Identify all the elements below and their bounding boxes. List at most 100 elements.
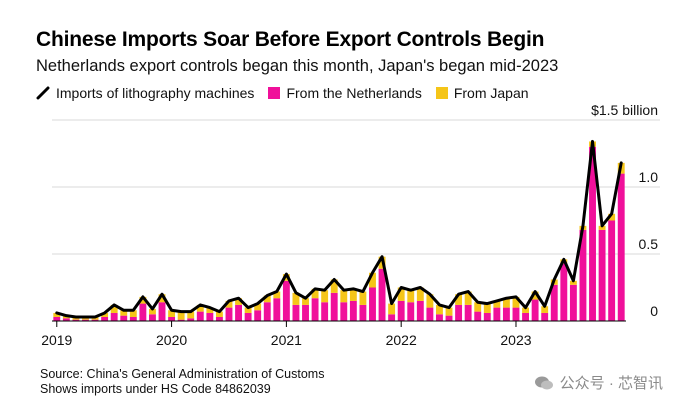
bar-japan [187, 311, 195, 319]
bar-netherlands [617, 173, 625, 321]
bar-netherlands [91, 319, 99, 321]
x-tick-label: 2023 [500, 332, 531, 348]
line-layer [55, 139, 623, 319]
bar-netherlands [388, 314, 396, 321]
bar-netherlands [569, 284, 577, 321]
bar-netherlands [436, 314, 443, 321]
bar-japan [464, 291, 472, 305]
bar-netherlands [53, 316, 61, 321]
bar-netherlands [302, 304, 309, 321]
bar-japan [608, 213, 616, 221]
bar-japan [225, 300, 233, 308]
bar-japan [340, 290, 348, 303]
bar-japan [397, 287, 405, 301]
bar-japan [512, 296, 520, 308]
bar-netherlands [196, 311, 204, 321]
bar-netherlands [120, 315, 128, 321]
bar-netherlands [359, 304, 367, 321]
bar-japan [263, 295, 271, 303]
bar-japan [531, 291, 539, 300]
bar-netherlands [502, 307, 510, 321]
bar-japan [129, 310, 137, 317]
watermark: 公众号 · 芯智讯 [534, 372, 663, 393]
bar-netherlands [110, 312, 118, 321]
bar-japan [206, 307, 214, 313]
bar-netherlands [369, 287, 376, 321]
bar-japan [502, 298, 510, 308]
bar-netherlands [254, 310, 262, 321]
bar-netherlands [187, 318, 195, 321]
bar-netherlands [82, 319, 89, 321]
x-tick-label: 2020 [156, 332, 187, 348]
bar-netherlands [168, 316, 176, 321]
source-note: Source: China's General Administration o… [40, 367, 324, 397]
bar-japan [426, 294, 434, 308]
line-legend-icon [36, 86, 50, 100]
bar-netherlands [311, 298, 319, 321]
bar-netherlands [349, 300, 357, 321]
legend-label-imports: Imports of lithography machines [56, 85, 255, 101]
bar-japan [349, 288, 357, 301]
bar-japan [244, 307, 252, 313]
bar-japan [235, 298, 242, 305]
bar-japan [177, 311, 185, 320]
bar-netherlands [321, 302, 329, 321]
bar-netherlands [589, 146, 596, 321]
bar-netherlands [330, 292, 338, 321]
bar-netherlands [149, 314, 156, 321]
bar-japan [598, 225, 606, 230]
bar-netherlands [292, 304, 300, 321]
bar-japan [388, 303, 396, 315]
bar-netherlands [550, 284, 558, 321]
bar-netherlands [455, 304, 463, 321]
bar-japan [407, 290, 415, 303]
axis-layer: 0 0.5 1.0 $1.5 billion 2019 2020 2021 2022 2023 [41, 102, 658, 348]
chart-legend: Imports of lithography machines From the… [36, 84, 543, 102]
bar-netherlands [177, 319, 185, 321]
bar-netherlands [72, 319, 80, 321]
bar-japan [215, 311, 223, 317]
bar-netherlands [464, 304, 472, 321]
bar-japan [149, 308, 156, 315]
bar-japan [359, 291, 367, 305]
japan-swatch [435, 87, 448, 99]
bar-netherlands [531, 299, 539, 321]
bar-japan [53, 312, 61, 317]
grid-layer [52, 119, 660, 255]
bar-japan [474, 302, 482, 312]
bar-japan [416, 287, 424, 301]
y-tick-label: 0 [650, 303, 658, 319]
source-line-1: Source: China's General Administration o… [40, 367, 325, 381]
bar-netherlands [541, 312, 549, 321]
bar-netherlands [426, 307, 434, 321]
bar-netherlands [445, 315, 453, 321]
bar-japan [273, 291, 281, 299]
netherlands-swatch [268, 87, 281, 99]
bar-japan [196, 304, 204, 312]
wechat-icon [534, 376, 553, 389]
bar-japan [101, 312, 109, 317]
bar-japan [158, 294, 166, 303]
bar-japan [493, 300, 501, 308]
bar-netherlands [215, 316, 223, 321]
bar-japan [120, 310, 128, 316]
bar-netherlands [474, 311, 482, 321]
bar-japan [455, 294, 463, 305]
bar-japan [522, 307, 529, 313]
x-tick-label: 2019 [41, 332, 72, 348]
legend-item-imports: Imports of lithography machines [36, 85, 254, 101]
bar-netherlands [598, 229, 606, 321]
imports-line [55, 139, 623, 319]
bar-japan [282, 274, 290, 281]
bar-netherlands [407, 302, 415, 321]
bar-netherlands [608, 220, 616, 321]
bar-netherlands [139, 303, 147, 321]
bar-japan [254, 303, 262, 311]
x-tick-label: 2022 [386, 332, 417, 348]
bar-japan [369, 272, 376, 288]
bar-netherlands [522, 312, 529, 321]
bar-netherlands [263, 302, 271, 321]
bar-netherlands [206, 312, 214, 321]
bar-netherlands [244, 312, 252, 321]
